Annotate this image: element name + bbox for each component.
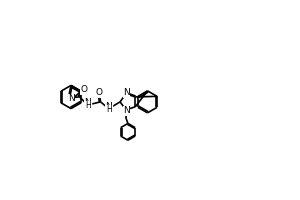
Text: O: O <box>95 88 102 97</box>
Text: H: H <box>106 105 112 114</box>
Text: H: H <box>85 101 91 110</box>
Text: N: N <box>123 88 130 97</box>
Text: N: N <box>85 98 91 107</box>
Text: N: N <box>68 94 75 103</box>
Text: O: O <box>80 85 87 94</box>
Text: N: N <box>123 106 130 115</box>
Text: N: N <box>106 102 112 111</box>
